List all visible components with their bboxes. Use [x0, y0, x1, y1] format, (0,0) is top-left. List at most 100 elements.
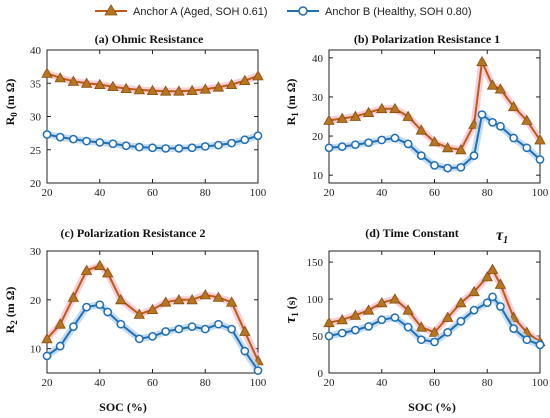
data-point-b — [324, 143, 334, 153]
panel-b-ylabel: R1 (m Ω) — [284, 79, 300, 126]
data-point-b — [82, 136, 91, 146]
data-point-b — [496, 302, 505, 311]
data-point-b — [535, 155, 545, 164]
x-tick-label: 80 — [482, 377, 494, 389]
data-point-a — [494, 278, 507, 289]
panel-d-xlabel: SOC (%) — [408, 400, 456, 414]
data-point-a — [389, 293, 401, 304]
data-point-a — [362, 106, 375, 117]
data-point-a — [54, 72, 66, 83]
x-tick-label: 100 — [250, 187, 267, 199]
data-point-a — [199, 289, 211, 300]
data-point-a — [428, 326, 441, 337]
x-tick-label: 20 — [42, 187, 54, 199]
panel-b-title: (b) Polarization Resistance 1 — [354, 32, 500, 46]
data-point-a — [41, 332, 53, 344]
data-point-b — [187, 143, 197, 153]
data-point-b — [469, 305, 479, 315]
data-point-a — [239, 74, 251, 85]
y-tick-label: 40 — [30, 45, 42, 57]
data-point-a — [67, 291, 80, 302]
axes-frame — [46, 49, 259, 184]
data-point-b — [69, 322, 78, 331]
data-point-b — [403, 322, 413, 332]
data-point-b — [95, 300, 105, 310]
legend-label-a: Anchor A (Aged, SOH 0.61) — [133, 6, 268, 18]
svg-text:R2 (m Ω): R2 (m Ω) — [3, 287, 19, 334]
x-tick-label: 60 — [147, 187, 159, 199]
data-point-a — [442, 311, 454, 322]
x-tick-label: 80 — [200, 187, 212, 199]
data-point-a — [80, 77, 93, 88]
data-point-a — [225, 296, 238, 307]
data-point-a — [323, 114, 335, 125]
data-point-b — [174, 144, 184, 153]
y-tick-label: 40 — [312, 53, 324, 65]
data-point-b — [253, 366, 263, 375]
data-point-b — [103, 307, 113, 317]
data-point-b — [240, 346, 250, 356]
data-point-a — [323, 316, 335, 328]
x-tick-label: 100 — [532, 187, 549, 199]
data-point-b — [82, 302, 91, 312]
circle-marker-icon — [298, 6, 308, 16]
triangle-marker-icon — [104, 4, 118, 16]
data-point-b — [469, 151, 479, 160]
data-point-b — [227, 324, 236, 334]
data-point-b — [403, 139, 413, 149]
data-point-b — [364, 138, 373, 148]
data-point-a — [94, 78, 106, 89]
data-point-b — [174, 324, 184, 334]
x-tick-label: 80 — [200, 377, 212, 389]
data-point-a — [476, 55, 488, 67]
y-tick-label: 30 — [312, 92, 324, 104]
data-point-b — [161, 327, 171, 336]
y-tick-label: 10 — [30, 344, 42, 356]
data-point-b — [364, 322, 373, 331]
panel-d-ylabel: τ1 (s) — [283, 297, 300, 324]
data-point-a — [107, 80, 119, 91]
x-tick-label: 20 — [324, 377, 336, 389]
x-tick-label: 80 — [482, 187, 494, 199]
data-point-a — [173, 293, 185, 305]
data-point-a — [486, 79, 499, 90]
data-point-a — [67, 75, 80, 86]
data-point-a — [102, 267, 114, 278]
data-point-b — [200, 324, 210, 334]
data-point-b — [351, 140, 360, 150]
data-point-b — [477, 110, 487, 119]
x-tick-label: 60 — [147, 377, 159, 389]
data-point-a — [402, 304, 414, 315]
y-tick-label: 50 — [312, 331, 324, 343]
y-tick-label: 35 — [30, 78, 42, 90]
data-point-b — [443, 327, 453, 337]
data-point-a — [376, 102, 388, 114]
data-point-b — [148, 332, 157, 341]
data-point-b — [187, 322, 197, 331]
data-point-b — [488, 292, 497, 302]
data-point-a — [389, 102, 401, 114]
x-tick-label: 20 — [42, 377, 54, 389]
data-point-a — [160, 296, 172, 307]
panel-b: (b) Polarization Resistance 1 R1 (m Ω) 2… — [284, 32, 549, 199]
data-point-b — [351, 325, 360, 335]
data-point-a — [349, 309, 362, 320]
data-point-b — [488, 118, 497, 127]
data-point-b — [55, 132, 65, 142]
panel-d-annotation: τ1 — [496, 227, 508, 246]
data-point-a — [186, 293, 198, 305]
panel-a-title: (a) Ohmic Resistance — [95, 32, 204, 46]
data-point-a — [442, 141, 454, 153]
y-tick-label: 150 — [307, 257, 324, 269]
x-tick-label: 40 — [94, 377, 106, 389]
data-point-b — [482, 298, 492, 308]
data-point-b — [535, 340, 545, 350]
data-point-b — [522, 335, 532, 345]
y-tick-label: 100 — [307, 294, 324, 306]
data-point-b — [390, 313, 400, 322]
svg-text:τ1 (s): τ1 (s) — [283, 297, 300, 324]
data-point-a — [402, 110, 414, 121]
x-tick-label: 40 — [376, 187, 388, 199]
